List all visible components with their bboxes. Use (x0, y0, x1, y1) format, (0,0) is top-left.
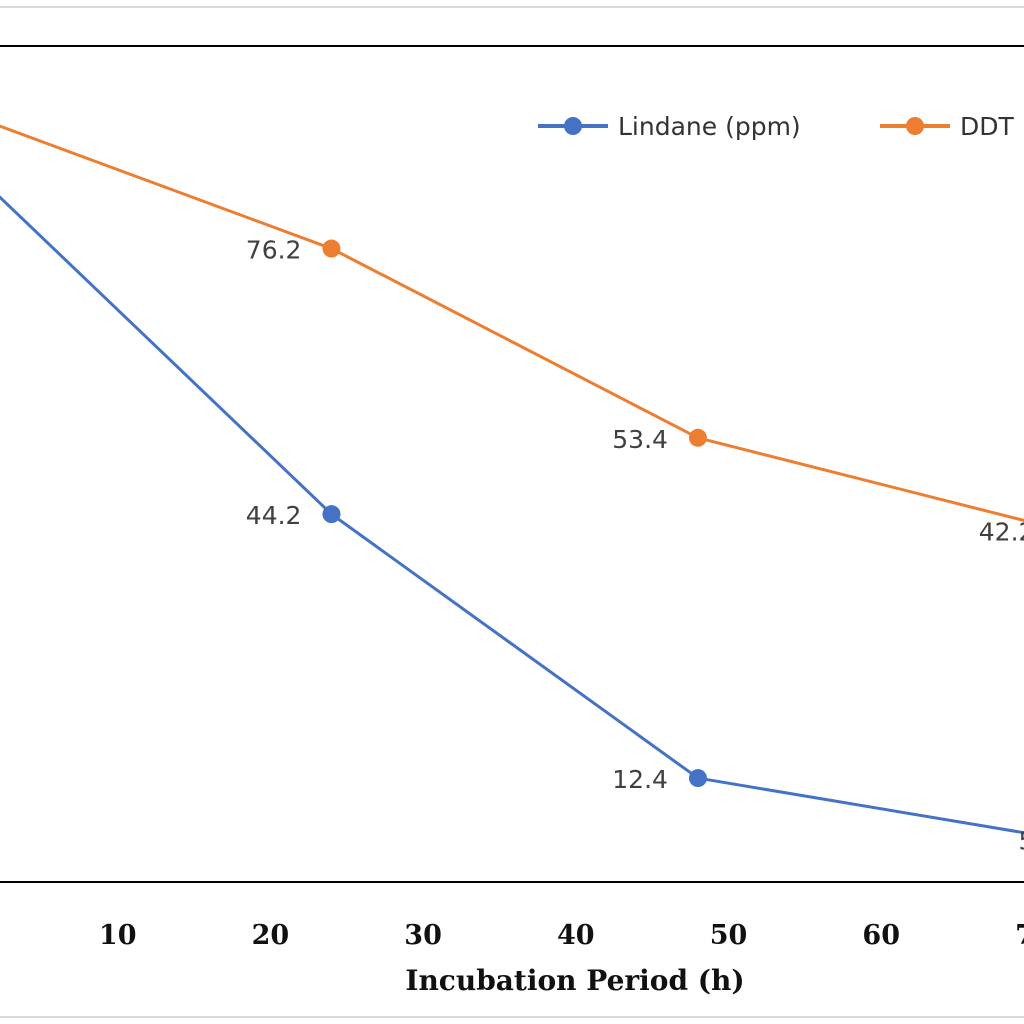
data-label-ddt-1: 76.2 (246, 236, 302, 265)
data-label-lindane-1: 44.2 (246, 501, 302, 530)
legend-lindane-label: Lindane (ppm) (618, 112, 801, 141)
legend-ddt-marker (906, 117, 924, 135)
data-label-layer: 44.2 12.4 5 76.2 53.4 42.2 (246, 236, 1024, 856)
x-tick-label-30: 30 (404, 920, 442, 951)
x-tick-label-50: 50 (710, 920, 748, 951)
x-tick-label-40: 40 (557, 920, 595, 951)
plot-area-border (0, 45, 1024, 883)
data-point-lindane-2 (688, 769, 707, 788)
x-tick-label-70: 70 (1015, 920, 1024, 951)
data-point-lindane-1 (322, 505, 341, 524)
x-tick-label-20: 20 (252, 920, 290, 951)
data-label-ddt-2: 53.4 (612, 425, 668, 454)
series-layer (0, 124, 1024, 835)
x-axis-ticks: 10 20 30 40 50 60 70 (99, 920, 1024, 951)
data-label-lindane-3: 5 (1019, 827, 1024, 856)
outer-frame (0, 6, 1024, 1018)
x-tick-label-10: 10 (99, 920, 137, 951)
series-line-lindane (0, 195, 1024, 835)
legend-ddt-label: DDT (960, 112, 1015, 141)
data-label-lindane-2: 12.4 (612, 765, 668, 794)
data-point-ddt-2 (688, 428, 707, 447)
data-point-ddt-1 (322, 239, 341, 258)
x-axis-title: Incubation Period (h) (405, 964, 744, 997)
legend-lindane-marker (564, 117, 582, 135)
data-label-ddt-3: 42.2 (979, 518, 1024, 547)
x-tick-label-60: 60 (862, 920, 900, 951)
series-line-ddt (0, 124, 1024, 523)
legend: Lindane (ppm) DDT (538, 112, 1015, 141)
